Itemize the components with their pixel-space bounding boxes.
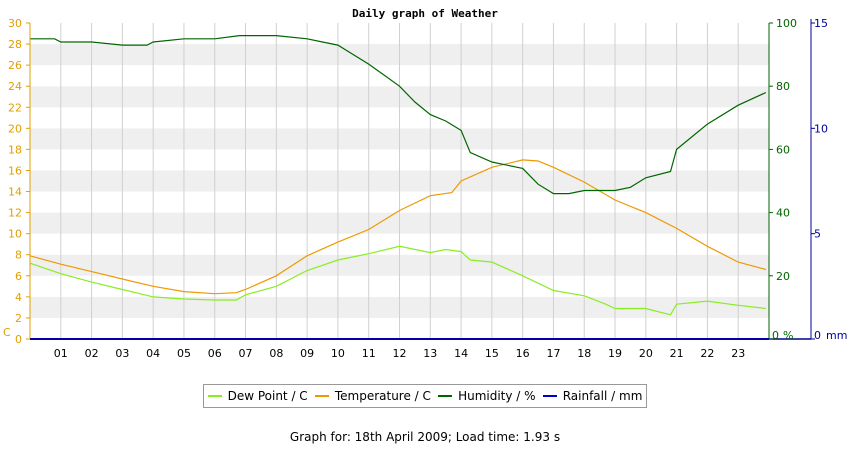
x-tick-label: 06 (208, 347, 222, 360)
left-tick-label: 24 (8, 80, 22, 93)
left-tick-label: 22 (8, 101, 22, 114)
rainfall-tick-label: 15 (814, 17, 828, 30)
axes (29, 19, 812, 340)
x-tick-label: 17 (546, 347, 560, 360)
x-tick-label: 16 (516, 347, 530, 360)
x-tick-label: 08 (269, 347, 283, 360)
x-tick-label: 03 (115, 347, 129, 360)
humidity-axis-unit: % (783, 329, 793, 342)
x-tick-label: 12 (393, 347, 407, 360)
rainfall-tick-label: 10 (814, 122, 828, 135)
legend-swatch-humidity (438, 395, 453, 397)
rainfall-axis-unit: mm (826, 329, 847, 342)
x-axis-ticks: 01 02 03 04 05 06 07 08 09 10 11 12 13 14 15 16 17 18 19 20… (54, 347, 745, 360)
series-line-temperature (29, 159, 767, 295)
humidity-tick-label: 20 (776, 270, 790, 283)
x-tick-label: 09 (300, 347, 314, 360)
left-tick-label: 28 (8, 38, 22, 51)
x-tick-label: 23 (731, 347, 745, 360)
legend-item-temperature: Temperature / C (314, 389, 431, 403)
left-tick-label: 30 (8, 17, 22, 30)
x-tick-label: 14 (454, 347, 468, 360)
rainfall-axis-ticks: 5 10 15 0 (811, 17, 828, 342)
x-tick-label: 18 (577, 347, 591, 360)
footer-text: Graph for: 18th April 2009; Load time: 1… (289, 430, 561, 444)
humidity-axis-ticks: 20 40 60 80 100 0 (769, 17, 797, 342)
legend-label-humidity: Humidity / % (458, 389, 536, 403)
x-tick-label: 02 (85, 347, 99, 360)
series-line-dew-point (29, 245, 766, 316)
x-tick-label: 07 (239, 347, 253, 360)
x-tick-label: 21 (670, 347, 684, 360)
x-tick-label: 10 (331, 347, 345, 360)
left-tick-label: 4 (15, 291, 22, 304)
left-tick-label: 14 (8, 186, 22, 199)
left-tick-label: 26 (8, 59, 22, 72)
rainfall-tick-label: 0 (814, 329, 821, 342)
left-tick-label: 10 (8, 228, 22, 241)
humidity-tick-label: 100 (776, 17, 797, 30)
legend-swatch-temperature (314, 395, 329, 397)
left-tick-label: 8 (15, 249, 22, 262)
x-tick-label: 11 (362, 347, 376, 360)
legend-item-rainfall: Rainfall / mm (542, 389, 643, 403)
left-axis-unit: C (3, 326, 11, 339)
legend-label-dew-point: Dew Point / C (227, 389, 308, 403)
humidity-tick-label: 80 (776, 80, 790, 93)
x-tick-label: 22 (700, 347, 714, 360)
x-tick-label: 13 (423, 347, 437, 360)
x-tick-label: 20 (639, 347, 653, 360)
chart-title: Daily graph of Weather (352, 7, 498, 20)
legend: Dew Point / C Temperature / C Humidity /… (203, 384, 647, 408)
legend-item-dew-point: Dew Point / C (207, 389, 308, 403)
humidity-tick-label: 40 (776, 207, 790, 220)
legend-label-rainfall: Rainfall / mm (562, 389, 643, 403)
x-tick-label: 15 (485, 347, 499, 360)
legend-item-humidity: Humidity / % (438, 389, 536, 403)
left-tick-label: 0 (15, 333, 22, 346)
rainfall-tick-label: 5 (814, 228, 821, 241)
legend-swatch-dew-point (207, 395, 222, 397)
x-tick-label: 19 (608, 347, 622, 360)
x-tick-label: 01 (54, 347, 68, 360)
left-tick-label: 20 (8, 122, 22, 135)
x-tick-label: 05 (177, 347, 191, 360)
legend-swatch-rainfall (542, 395, 557, 397)
x-tick-label: 04 (146, 347, 160, 360)
weather-chart: Daily graph of Weather 02468101214161820… (3, 7, 847, 360)
left-tick-label: 18 (8, 143, 22, 156)
left-tick-label: 12 (8, 207, 22, 220)
humidity-tick-label: 0 (772, 329, 779, 342)
humidity-tick-label: 60 (776, 143, 790, 156)
left-tick-label: 2 (15, 312, 22, 325)
series-line-humidity (30, 34, 767, 195)
legend-label-temperature: Temperature / C (334, 389, 431, 403)
left-tick-label: 6 (15, 270, 22, 283)
left-tick-label: 16 (8, 164, 22, 177)
